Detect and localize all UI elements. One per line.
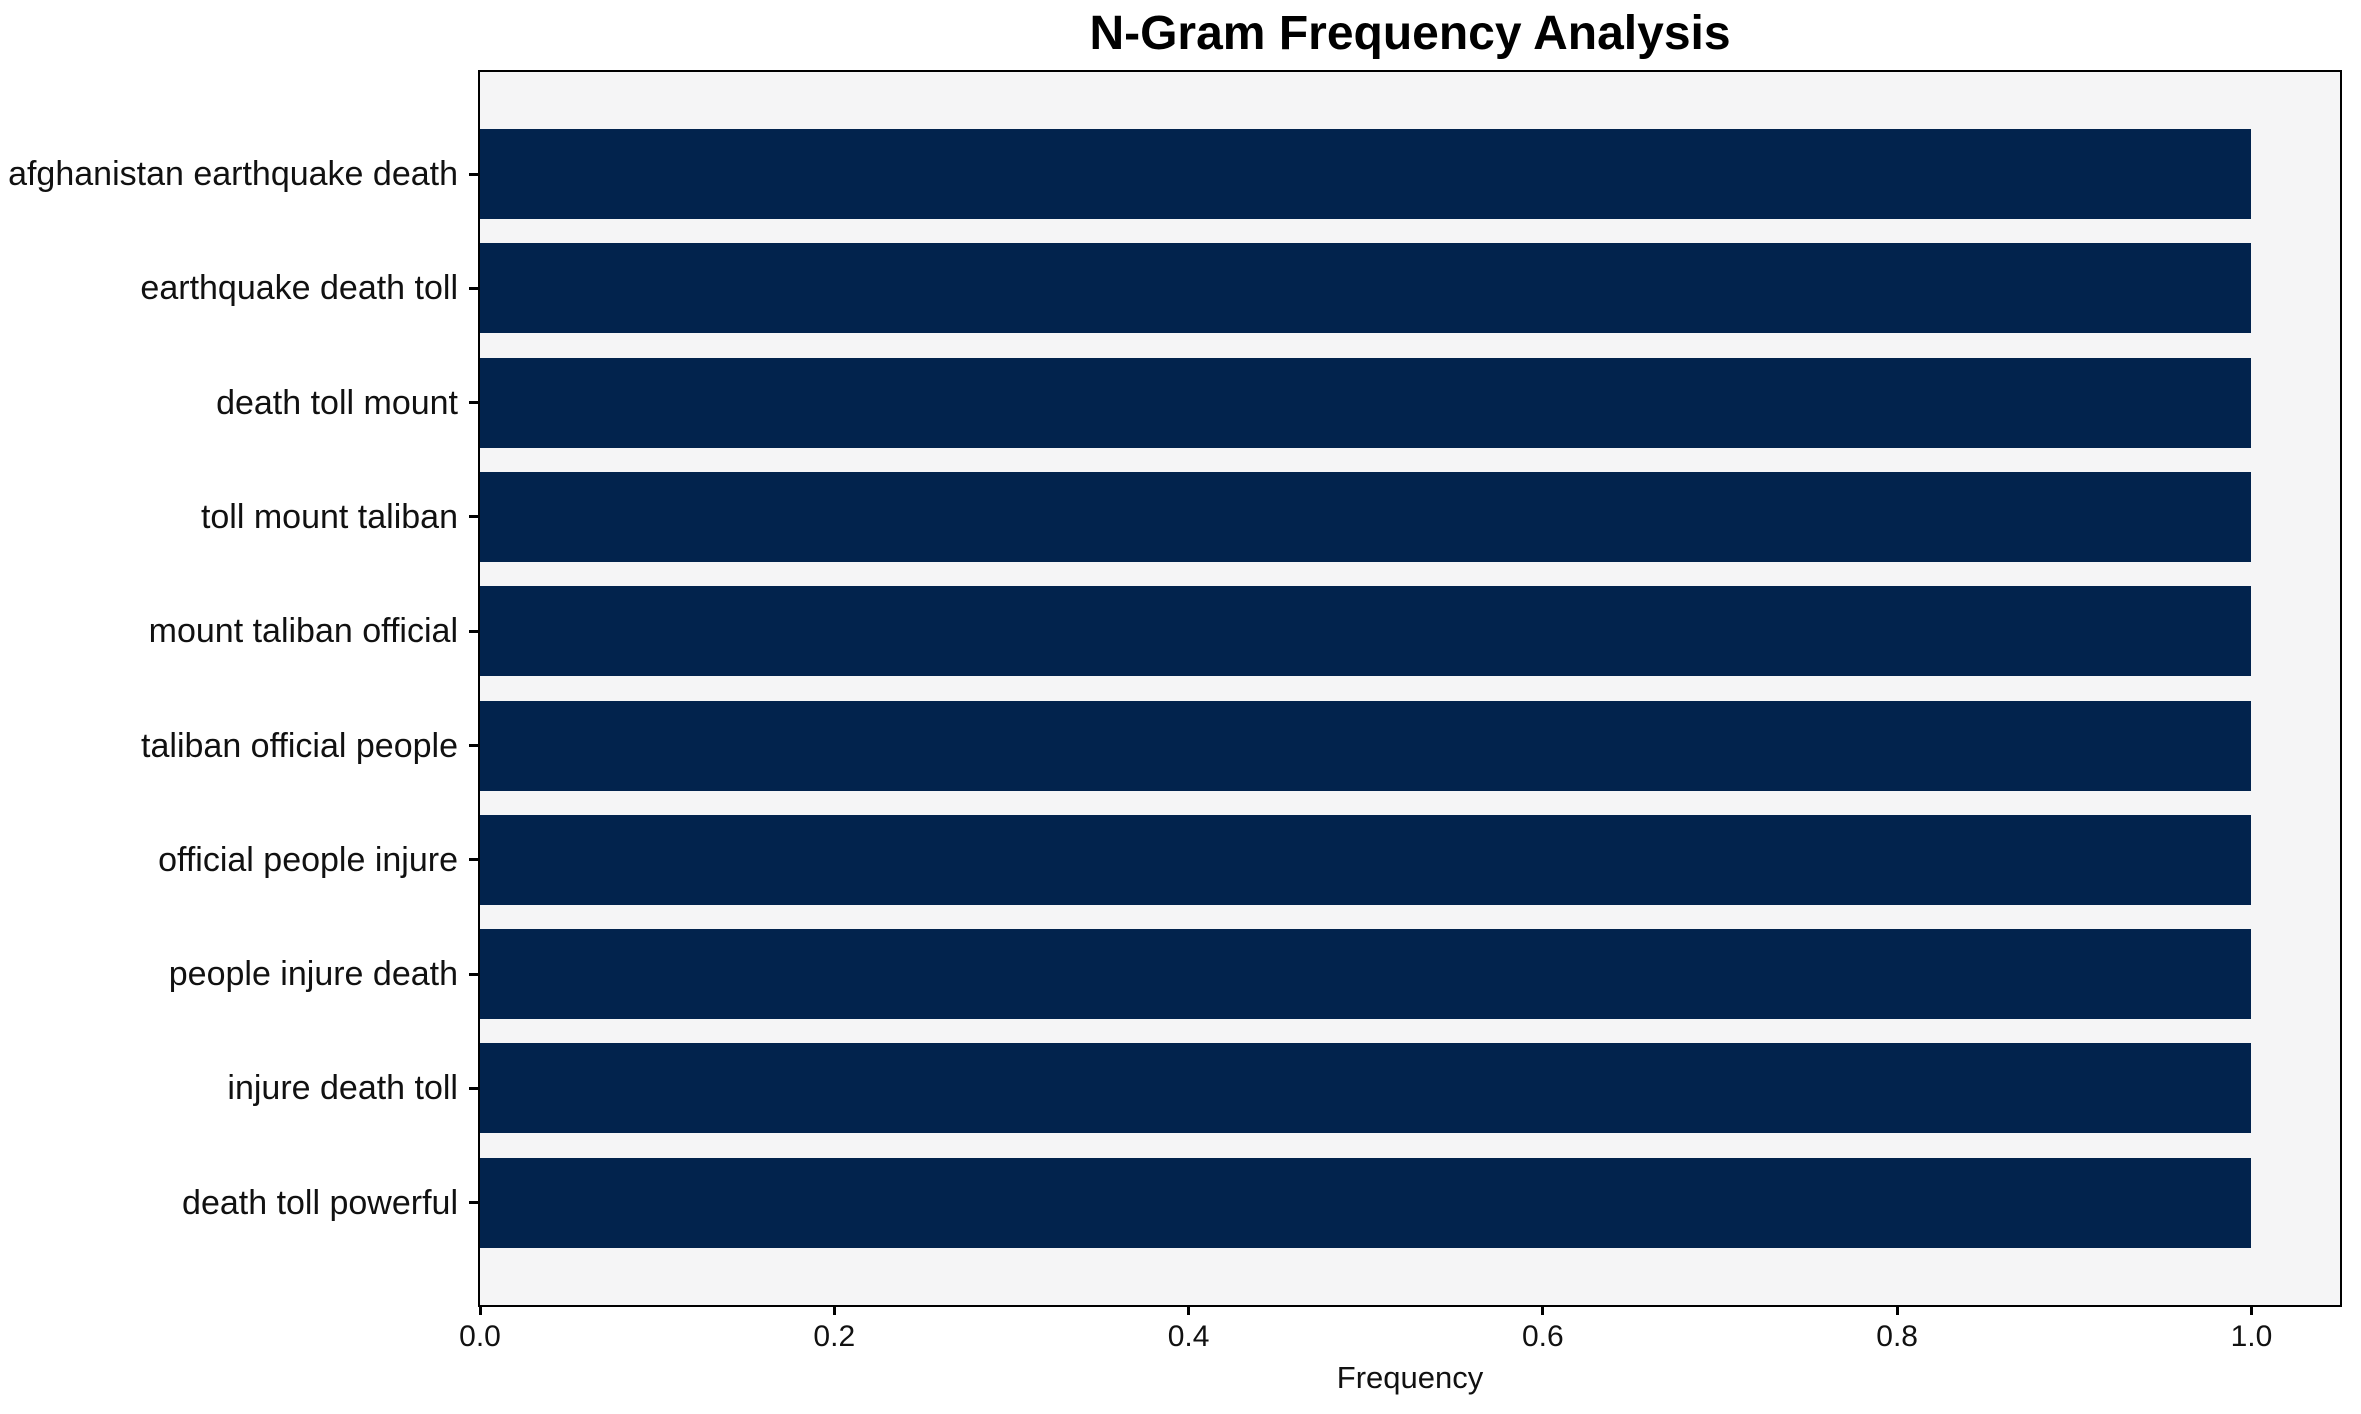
- x-tick-mark: [478, 1305, 482, 1315]
- x-tick-label: 0.2: [813, 1320, 856, 1353]
- bar: [480, 814, 2252, 905]
- bar: [480, 243, 2252, 334]
- bar: [480, 700, 2252, 791]
- bar: [480, 357, 2252, 448]
- y-tick-mark: [469, 515, 479, 519]
- y-tick-mark: [469, 401, 479, 405]
- y-tick-mark: [469, 1086, 479, 1090]
- y-tick-mark: [469, 858, 479, 862]
- y-tick-label: afghanistan earthquake death: [8, 155, 458, 193]
- bar: [480, 1157, 2252, 1248]
- y-tick-mark: [469, 286, 479, 290]
- y-tick-label: death toll powerful: [182, 1183, 458, 1222]
- plot-area: [478, 70, 2342, 1307]
- bar: [480, 586, 2252, 677]
- y-tick-label: toll mount taliban: [200, 497, 458, 536]
- bar: [480, 471, 2252, 562]
- y-tick-mark: [469, 972, 479, 976]
- bar: [480, 1043, 2252, 1134]
- x-axis-label: Frequency: [1336, 1360, 1484, 1395]
- y-tick-label: injure death toll: [227, 1069, 458, 1108]
- bar: [480, 129, 2252, 219]
- y-tick-label: official people injure: [158, 840, 458, 879]
- y-tick-mark: [469, 172, 479, 176]
- x-tick-mark: [2249, 1305, 2253, 1315]
- y-tick-mark: [469, 744, 479, 747]
- x-tick-mark: [1541, 1305, 1545, 1315]
- x-tick-mark: [1895, 1305, 1899, 1315]
- y-tick-mark: [469, 1201, 479, 1205]
- x-tick-label: 0.6: [1521, 1320, 1564, 1353]
- x-tick-label: 0.0: [459, 1320, 501, 1353]
- bar: [480, 929, 2252, 1020]
- y-tick-label: people injure death: [168, 955, 458, 994]
- chart-title: N-Gram Frequency Analysis: [1089, 7, 1731, 60]
- x-tick-label: 0.8: [1876, 1320, 1918, 1353]
- x-tick-label: 1.0: [2230, 1320, 2273, 1353]
- y-tick-mark: [469, 629, 479, 633]
- y-tick-label: death toll mount: [216, 383, 458, 422]
- x-tick-mark: [1187, 1305, 1191, 1315]
- x-tick-mark: [832, 1305, 836, 1315]
- y-tick-label: taliban official people: [141, 726, 458, 765]
- y-tick-label: earthquake death toll: [140, 269, 458, 308]
- y-tick-label: mount taliban official: [148, 612, 458, 651]
- x-tick-label: 0.4: [1167, 1320, 1210, 1353]
